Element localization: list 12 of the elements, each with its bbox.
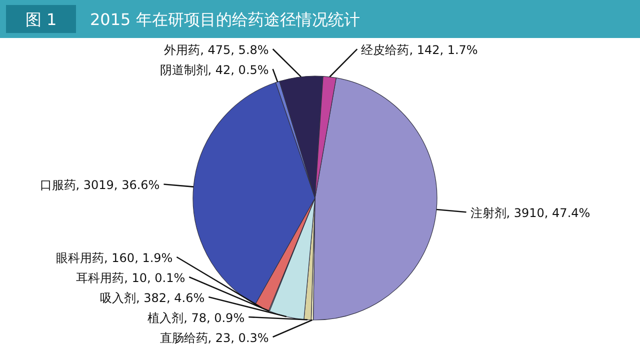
slice-label: 直肠给药, 23, 0.3% bbox=[160, 331, 269, 345]
slice-label: 经皮给药, 142, 1.7% bbox=[361, 43, 478, 58]
slice-label: 植入剂, 78, 0.9% bbox=[148, 311, 245, 325]
caption: 图 1 bbox=[25, 10, 57, 29]
chart-title: 2015 年在研项目的给药途径情况统计 bbox=[90, 10, 360, 29]
slice-label: 吸入剂, 382, 4.6% bbox=[100, 291, 205, 305]
slice-label: 眼科用药, 160, 1.9% bbox=[56, 251, 173, 265]
slice-label: 注射剂, 3910, 47.4% bbox=[470, 206, 590, 220]
slice-label: 阴道制剂, 42, 0.5% bbox=[160, 62, 269, 77]
slice-label: 外用药, 475, 5.8% bbox=[164, 42, 269, 57]
slice-label: 口服药, 3019, 36.6% bbox=[40, 178, 160, 192]
slice-label: 耳科用药, 10, 0.1% bbox=[76, 271, 186, 285]
